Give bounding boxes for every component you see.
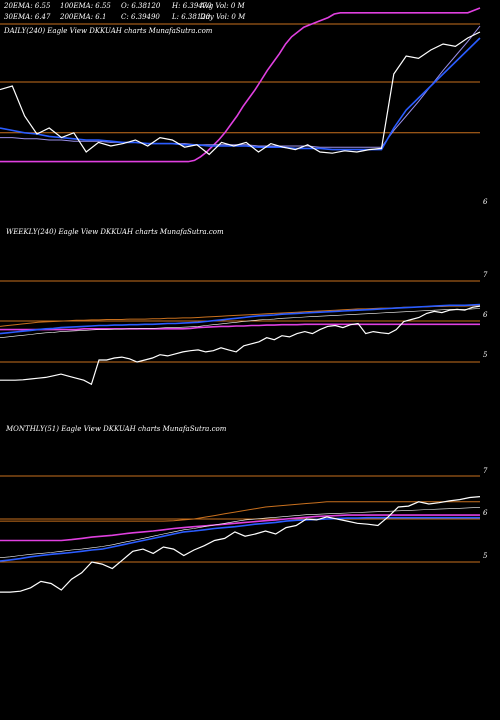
monthly-tick-7: 7 — [483, 467, 488, 475]
monthly-tick-5: 5 — [483, 552, 488, 560]
avg-vol-label: Avg Vol: 0 M — [199, 2, 246, 10]
monthly-title: MONTHLY(51) Eagle View DKKUAH charts Mun… — [5, 425, 227, 433]
weekly-panel — [0, 280, 481, 386]
low-label: L: 6.38120 — [171, 13, 211, 21]
weekly-title: WEEKLY(240) Eagle View DKKUAH charts Mun… — [6, 228, 224, 236]
ema20-label: 20EMA: 6.55 — [3, 2, 51, 10]
weekly-tick-6: 6 — [483, 311, 488, 319]
monthly-series-0-line — [0, 496, 481, 593]
daily-tick-6: 6 — [483, 198, 488, 206]
daily-series-3-line — [0, 7, 481, 163]
daily-series-0-line — [0, 31, 481, 156]
daily-title: DAILY(240) Eagle View DKKUAH charts Muna… — [3, 27, 213, 35]
open-label: O: 6.38120 — [121, 2, 161, 10]
weekly-series-0-line — [0, 305, 481, 386]
daily-panel — [0, 7, 481, 163]
weekly-series-1-line — [0, 303, 481, 335]
close-label: C: 6.39490 — [121, 13, 160, 21]
day-vol-label: Day Vol: 0 M — [199, 13, 246, 21]
monthly-series-1-line — [0, 516, 480, 562]
monthly-tick-6: 6 — [483, 509, 488, 517]
weekly-tick-5: 5 — [483, 351, 488, 359]
high-label: H: 6.39470 — [171, 2, 212, 10]
monthly-series-4-line — [0, 501, 480, 522]
weekly-series-2-line — [0, 308, 481, 338]
weekly-series-4-line — [0, 304, 481, 327]
ema100-label: 100EMA: 6.55 — [60, 2, 111, 10]
ema200-label: 200EMA: 6.1 — [59, 13, 106, 21]
monthly-series-3-line — [0, 514, 480, 542]
daily-series-1-line — [0, 37, 481, 151]
daily-series-2-line — [0, 25, 481, 148]
weekly-series-3-line — [0, 323, 480, 331]
ema30-label: 30EMA: 6.47 — [4, 13, 51, 21]
weekly-tick-7: 7 — [483, 271, 488, 279]
monthly-series-2-line — [0, 507, 481, 558]
monthly-panel — [0, 475, 481, 593]
